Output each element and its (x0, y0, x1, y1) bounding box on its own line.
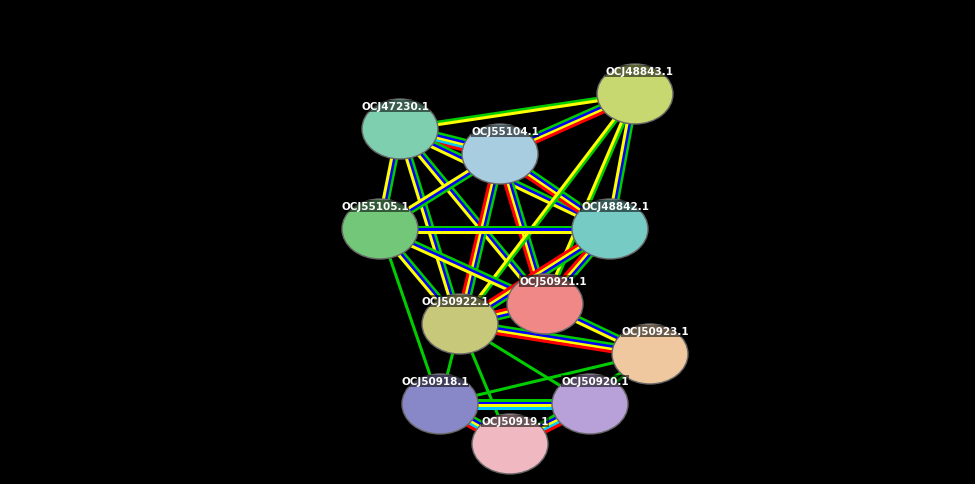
Text: OCJ50923.1: OCJ50923.1 (621, 326, 688, 336)
Text: OCJ55104.1: OCJ55104.1 (471, 127, 539, 136)
Text: OCJ50922.1: OCJ50922.1 (421, 296, 488, 306)
Ellipse shape (362, 100, 438, 160)
Ellipse shape (472, 414, 548, 474)
Text: OCJ47230.1: OCJ47230.1 (361, 102, 429, 112)
Ellipse shape (552, 374, 628, 434)
Ellipse shape (612, 324, 688, 384)
Ellipse shape (342, 199, 418, 259)
Ellipse shape (402, 374, 478, 434)
Text: OCJ48842.1: OCJ48842.1 (581, 201, 649, 212)
Text: OCJ50921.1: OCJ50921.1 (519, 276, 587, 287)
Text: OCJ50919.1: OCJ50919.1 (482, 416, 549, 426)
Ellipse shape (422, 294, 498, 354)
Ellipse shape (572, 199, 648, 259)
Text: OCJ50920.1: OCJ50920.1 (562, 376, 629, 386)
Ellipse shape (462, 125, 538, 184)
Text: OCJ55105.1: OCJ55105.1 (341, 201, 409, 212)
Ellipse shape (507, 274, 583, 334)
Text: OCJ50918.1: OCJ50918.1 (401, 376, 469, 386)
Ellipse shape (597, 65, 673, 125)
Text: OCJ48843.1: OCJ48843.1 (606, 67, 674, 77)
